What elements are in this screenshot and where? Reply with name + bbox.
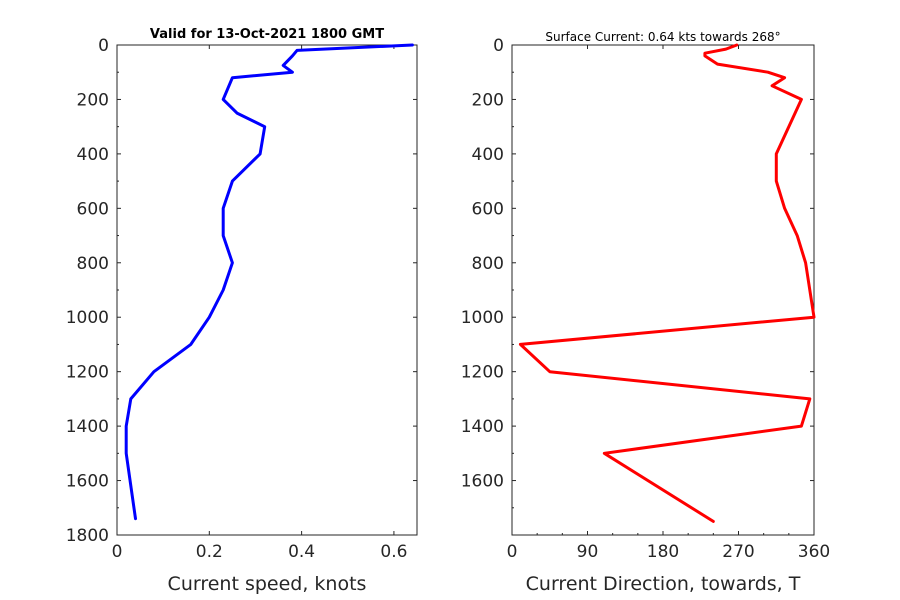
speed-x-tick-label: 0.2	[196, 542, 223, 562]
direction-y-tick-label: 1200	[461, 363, 504, 383]
direction-plot-title: Surface Current: 0.64 kts towards 268°	[545, 30, 780, 44]
direction-y-tick-label: 800	[472, 254, 504, 274]
speed-x-tick-label: 0.4	[288, 542, 315, 562]
direction-x-tick-label: 90	[577, 542, 599, 562]
direction-y-tick-label: 1400	[461, 417, 504, 437]
direction-x-tick-label: 270	[722, 542, 754, 562]
direction-y-tick-label: 1000	[461, 308, 504, 328]
speed-y-tick-label: 1600	[66, 472, 109, 492]
speed-plot-title: Valid for 13-Oct-2021 1800 GMT	[150, 27, 384, 42]
direction-profile-panel: 0 200 400 600 800 1000 1200 1400 1600 0 90 180 270 36…	[461, 30, 830, 595]
direction-x-tick-label: 0	[507, 542, 518, 562]
direction-profile-line	[518, 43, 816, 523]
direction-y-tick-label: 400	[472, 145, 504, 165]
speed-x-tick-label: 0	[112, 542, 123, 562]
speed-y-tick-label: 800	[77, 254, 109, 274]
direction-x-tick-label: 360	[798, 542, 830, 562]
direction-y-tick-label: 600	[472, 199, 504, 219]
speed-y-tick-label: 1000	[66, 308, 109, 328]
direction-x-axis-label: Current Direction, towards, T	[526, 573, 801, 595]
direction-plot-frame	[511, 44, 815, 536]
speed-y-tick-label: 1800	[66, 526, 109, 546]
speed-y-tick-label: 1400	[66, 417, 109, 437]
speed-plot-frame	[116, 44, 418, 536]
speed-x-axis-label: Current speed, knots	[168, 573, 367, 595]
speed-y-tick-label: 200	[77, 90, 109, 110]
speed-profile-line	[124, 43, 414, 521]
direction-y-tick-label: 200	[472, 90, 504, 110]
speed-y-tick-label: 1200	[66, 363, 109, 383]
speed-y-tick-label: 600	[77, 199, 109, 219]
speed-x-tick-label: 0.6	[380, 542, 407, 562]
direction-plot-marks: 0 200 400 600 800 1000 1200 1400 1600 0 90 180 270 36…	[461, 36, 830, 562]
direction-y-tick-label: 0	[493, 36, 504, 56]
direction-y-tick-label: 1600	[461, 472, 504, 492]
speed-y-tick-label: 400	[77, 145, 109, 165]
direction-x-tick-label: 180	[647, 542, 679, 562]
speed-y-tick-label: 0	[98, 36, 109, 56]
